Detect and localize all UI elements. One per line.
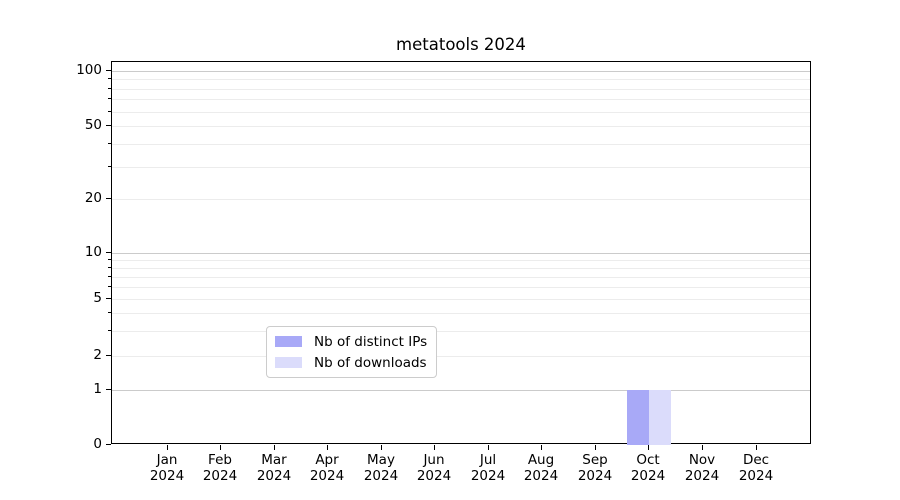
gridline-minor [112, 112, 810, 113]
y-axis-minor-tick [108, 286, 111, 287]
x-axis-tick-label: Oct 2024 [630, 452, 666, 484]
legend-swatch [275, 336, 302, 347]
x-axis-tick [702, 445, 703, 450]
y-axis-minor-tick [108, 267, 111, 268]
y-axis-tick-label: 100 [76, 62, 102, 78]
y-axis-tick [106, 252, 111, 253]
x-axis-tick [648, 445, 649, 450]
y-axis-minor-tick [108, 312, 111, 313]
gridline-minor [112, 277, 810, 278]
x-axis-tick-label: Dec 2024 [738, 452, 774, 484]
legend-label: Nb of distinct IPs [314, 333, 428, 350]
chart-title: metatools 2024 [396, 35, 526, 54]
gridline-minor [112, 299, 810, 300]
x-axis-tick [220, 445, 221, 450]
plot-area [111, 61, 811, 445]
gridline-minor [112, 331, 810, 332]
gridline-minor [112, 79, 810, 80]
gridline-minor [112, 268, 810, 269]
x-axis-tick-label: Apr 2024 [309, 452, 345, 484]
gridline-minor [112, 167, 810, 168]
bar-distinct-ips [627, 390, 650, 445]
x-axis-tick [595, 445, 596, 450]
gridline-major [112, 253, 810, 254]
gridline-minor [112, 89, 810, 90]
y-axis-tick-label: 5 [93, 290, 102, 306]
gridline-minor [112, 287, 810, 288]
y-axis-minor-tick [108, 143, 111, 144]
x-axis-tick [756, 445, 757, 450]
x-axis-tick-label: Sep 2024 [577, 452, 613, 484]
x-axis-tick-label: Jun 2024 [416, 452, 452, 484]
legend-item: Nb of downloads [275, 353, 427, 372]
legend-item: Nb of distinct IPs [275, 332, 427, 351]
gridline-minor [112, 99, 810, 100]
y-axis-tick-label: 1 [93, 381, 102, 397]
gridline-minor [112, 313, 810, 314]
y-axis-tick [106, 125, 111, 126]
x-axis-tick [274, 445, 275, 450]
gridline-minor [112, 199, 810, 200]
legend: Nb of distinct IPs Nb of downloads [266, 326, 438, 378]
y-axis-tick [106, 298, 111, 299]
x-axis-tick-label: Nov 2024 [684, 452, 720, 484]
y-axis-minor-tick [108, 166, 111, 167]
y-axis-minor-tick [108, 111, 111, 112]
y-axis-tick [106, 198, 111, 199]
x-axis-tick [488, 445, 489, 450]
y-axis-tick-label: 0 [93, 436, 102, 452]
y-axis-tick [106, 389, 111, 390]
gridline-minor [112, 126, 810, 127]
legend-swatch [275, 357, 302, 368]
y-axis-minor-tick [108, 78, 111, 79]
x-axis-tick [327, 445, 328, 450]
y-axis-tick-label: 2 [93, 347, 102, 363]
y-axis-minor-tick [108, 98, 111, 99]
gridline-major [112, 390, 810, 391]
gridline-minor [112, 144, 810, 145]
gridline-minor [112, 356, 810, 357]
y-axis-tick [106, 70, 111, 71]
y-axis-tick-label: 20 [84, 190, 102, 206]
x-axis-tick [381, 445, 382, 450]
y-axis-tick [106, 355, 111, 356]
y-axis-minor-tick [108, 276, 111, 277]
gridline-minor [112, 260, 810, 261]
legend-label: Nb of downloads [314, 354, 427, 371]
x-axis-tick-label: May 2024 [363, 452, 399, 484]
y-axis-tick-label: 10 [84, 244, 102, 260]
bar-downloads [649, 390, 672, 445]
x-axis-tick [167, 445, 168, 450]
y-axis-minor-tick [108, 330, 111, 331]
x-axis-tick [541, 445, 542, 450]
x-axis-tick-label: Aug 2024 [523, 452, 559, 484]
gridline-major [112, 71, 810, 72]
x-axis-tick-label: Jan 2024 [149, 452, 185, 484]
y-axis-minor-tick [108, 259, 111, 260]
y-axis-minor-tick [108, 88, 111, 89]
x-axis-tick-label: Mar 2024 [256, 452, 292, 484]
y-axis-tick-label: 50 [84, 117, 102, 133]
x-axis-tick [434, 445, 435, 450]
x-axis-tick-label: Feb 2024 [202, 452, 238, 484]
x-axis-tick-label: Jul 2024 [470, 452, 506, 484]
y-axis-tick [106, 444, 111, 445]
